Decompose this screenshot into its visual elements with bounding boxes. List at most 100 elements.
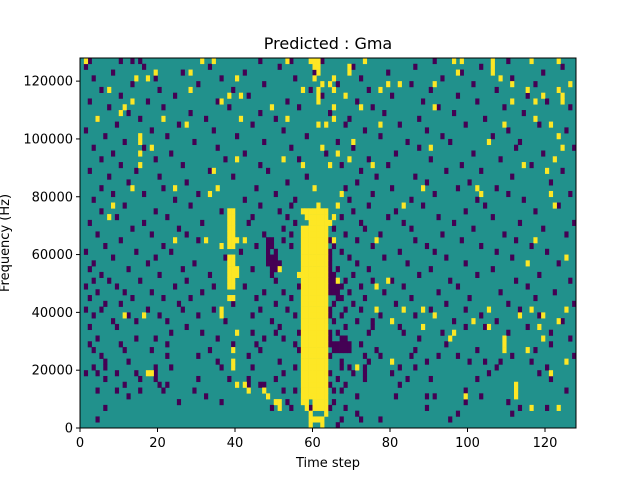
heatmap-cell-low xyxy=(405,260,410,267)
heatmap-cell-high xyxy=(300,370,306,377)
heatmap-cell-high xyxy=(502,121,507,128)
heatmap-cell-low xyxy=(161,387,166,394)
heatmap-cell-low xyxy=(149,289,154,296)
heatmap-cell-low xyxy=(413,237,418,244)
heatmap-cell-low xyxy=(483,323,488,331)
heatmap-cell-low xyxy=(339,416,344,423)
heatmap-cell-high xyxy=(525,260,530,267)
heatmap-cell-high xyxy=(316,86,321,93)
y-axis-label: Frequency (Hz) xyxy=(0,194,13,292)
heatmap-cell-low xyxy=(475,375,480,383)
heatmap-cell-low xyxy=(343,185,348,192)
heatmap-cell-low xyxy=(351,63,356,70)
heatmap-cell-high xyxy=(308,341,313,348)
heatmap-cell-high xyxy=(231,214,236,221)
heatmap-cell-high xyxy=(300,329,306,336)
heatmap-cell-low xyxy=(273,260,278,267)
heatmap-cell-low xyxy=(347,347,352,354)
heatmap-cell-high xyxy=(320,312,325,319)
heatmap-cell-low xyxy=(91,144,96,151)
heatmap-cell-low xyxy=(277,358,282,365)
heatmap-cell-low xyxy=(351,208,356,215)
heatmap-cell-high xyxy=(316,306,321,313)
heatmap-cell-low xyxy=(273,266,278,273)
heatmap-cell-low xyxy=(118,162,123,169)
x-tick-label: 80 xyxy=(382,436,399,451)
heatmap-cell-low xyxy=(479,167,484,174)
heatmap-cell-low xyxy=(331,300,337,307)
y-tick-label: 20000 xyxy=(32,364,73,379)
heatmap-cell-high xyxy=(308,352,313,359)
heatmap-cell-high xyxy=(312,185,317,192)
heatmap-cell-high xyxy=(320,225,325,232)
heatmap-cell-low xyxy=(564,387,569,394)
heatmap-cell-low xyxy=(463,260,468,267)
heatmap-cell-low xyxy=(289,231,294,238)
heatmap-cell-low xyxy=(114,323,120,331)
heatmap-cell-high xyxy=(320,300,325,307)
heatmap-cell-low xyxy=(103,375,108,383)
heatmap-cell-high xyxy=(200,58,205,65)
heatmap-cell-low xyxy=(246,219,251,226)
heatmap-cell-high xyxy=(328,162,333,169)
heatmap-cell-low xyxy=(440,329,445,336)
heatmap-cell-low xyxy=(343,341,348,348)
heatmap-cell-high xyxy=(122,312,127,319)
heatmap-cell-high xyxy=(320,404,325,411)
heatmap-cell-low xyxy=(138,387,143,394)
heatmap-cell-low xyxy=(258,347,263,354)
heatmap-cell-low xyxy=(335,422,340,429)
heatmap-cell-high xyxy=(502,347,507,354)
heatmap-cell-low xyxy=(262,335,267,342)
heatmap-cell-high xyxy=(300,387,306,394)
heatmap-cell-low xyxy=(397,364,402,371)
heatmap-cell-high xyxy=(320,393,325,400)
heatmap-cell-low xyxy=(95,289,100,296)
heatmap-cell-low xyxy=(483,115,488,122)
heatmap-cell-high xyxy=(312,399,317,406)
heatmap-cell-high xyxy=(316,63,321,70)
heatmap-cell-high xyxy=(231,277,236,284)
heatmap-cell-high xyxy=(320,352,325,359)
heatmap-cell-low xyxy=(343,121,348,128)
heatmap-cell-low xyxy=(378,231,383,238)
heatmap-cell-high xyxy=(320,306,325,313)
heatmap-cell-low xyxy=(262,289,267,296)
heatmap-cell-high xyxy=(300,347,306,354)
heatmap-cell-low xyxy=(246,381,251,388)
heatmap-cell-high xyxy=(312,387,317,394)
heatmap-cell-low xyxy=(111,69,116,76)
heatmap-cell-high xyxy=(308,214,313,221)
heatmap-cell-low xyxy=(525,92,530,99)
heatmap-cell-low xyxy=(417,144,422,151)
heatmap-cell-low xyxy=(374,173,379,180)
heatmap-cell-low xyxy=(343,335,348,342)
heatmap-cell-high xyxy=(246,387,251,394)
heatmap-cell-high xyxy=(428,144,433,151)
heatmap-cell-low xyxy=(366,358,371,365)
heatmap-cell-low xyxy=(196,375,201,383)
heatmap-cell-high xyxy=(316,399,321,406)
heatmap-cell-high xyxy=(316,295,321,302)
heatmap-cell-high xyxy=(304,231,309,238)
heatmap-cell-low xyxy=(514,277,519,284)
heatmap-cell-low xyxy=(134,370,139,377)
heatmap-cell-high xyxy=(308,237,313,244)
heatmap-cell-low xyxy=(386,162,391,169)
heatmap-cell-high xyxy=(300,254,306,261)
heatmap-cell-high xyxy=(300,306,306,313)
heatmap-cell-low xyxy=(521,196,526,203)
heatmap-cell-low xyxy=(173,196,178,203)
heatmap-cell-low xyxy=(192,138,197,146)
heatmap-cell-high xyxy=(235,266,240,273)
heatmap-cell-high xyxy=(300,277,306,284)
heatmap-cell-high xyxy=(235,271,240,278)
heatmap-cell-low xyxy=(281,225,286,232)
heatmap-cell-high xyxy=(362,58,368,65)
heatmap-cell-low xyxy=(560,167,565,174)
heatmap-cell-low xyxy=(103,364,108,371)
x-tick-label: 0 xyxy=(76,436,84,451)
heatmap-cell-low xyxy=(157,381,162,388)
heatmap-cell-high xyxy=(459,58,464,65)
heatmap-cell-low xyxy=(219,208,224,215)
